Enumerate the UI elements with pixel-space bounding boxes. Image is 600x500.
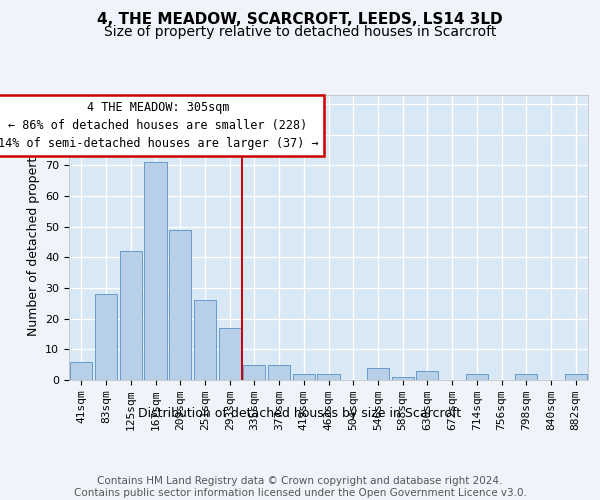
Bar bbox=[416, 371, 439, 380]
Bar bbox=[243, 364, 265, 380]
Bar bbox=[194, 300, 216, 380]
Bar bbox=[169, 230, 191, 380]
Text: Size of property relative to detached houses in Scarcroft: Size of property relative to detached ho… bbox=[104, 25, 496, 39]
Text: 4, THE MEADOW, SCARCROFT, LEEDS, LS14 3LD: 4, THE MEADOW, SCARCROFT, LEEDS, LS14 3L… bbox=[97, 12, 503, 28]
Bar bbox=[466, 374, 488, 380]
Bar bbox=[218, 328, 241, 380]
Text: 4 THE MEADOW: 305sqm
← 86% of detached houses are smaller (228)
14% of semi-deta: 4 THE MEADOW: 305sqm ← 86% of detached h… bbox=[0, 101, 318, 150]
Bar bbox=[515, 374, 538, 380]
Bar bbox=[70, 362, 92, 380]
Bar bbox=[145, 162, 167, 380]
Bar bbox=[392, 377, 414, 380]
Text: Distribution of detached houses by size in Scarcroft: Distribution of detached houses by size … bbox=[139, 408, 461, 420]
Bar bbox=[293, 374, 315, 380]
Bar bbox=[317, 374, 340, 380]
Text: Contains HM Land Registry data © Crown copyright and database right 2024.
Contai: Contains HM Land Registry data © Crown c… bbox=[74, 476, 526, 498]
Bar bbox=[367, 368, 389, 380]
Bar bbox=[268, 364, 290, 380]
Bar bbox=[565, 374, 587, 380]
Bar bbox=[95, 294, 117, 380]
Bar bbox=[119, 252, 142, 380]
Y-axis label: Number of detached properties: Number of detached properties bbox=[26, 139, 40, 336]
